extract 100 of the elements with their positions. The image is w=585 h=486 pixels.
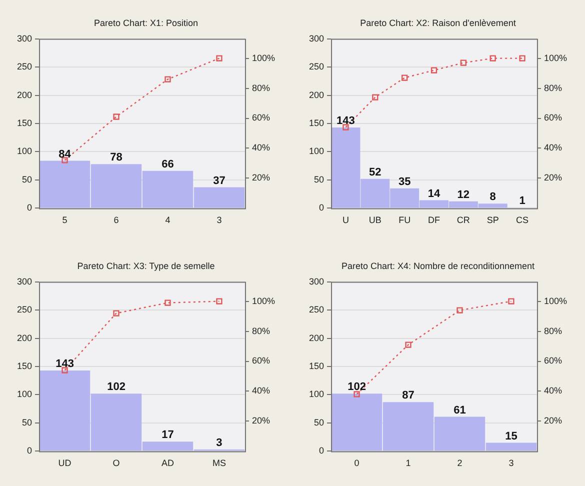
data-label: 8 (490, 191, 496, 204)
y-tick-label: 0 (319, 446, 324, 456)
point (113, 310, 120, 316)
y2-tick-label: 40% (252, 142, 270, 153)
y2-tick-label: 80% (544, 82, 562, 93)
y2-tick-label: 60% (252, 112, 270, 123)
y-tick-label: 100 (308, 389, 324, 400)
y-tick-label: 50 (314, 417, 324, 428)
point (430, 67, 438, 74)
x-tick-label: SP (486, 215, 499, 226)
x-tick-label: 5 (62, 215, 68, 226)
data-label: 17 (162, 429, 174, 442)
data-label: 87 (402, 390, 414, 402)
data-label: 14 (428, 188, 441, 200)
y-tick-label: 100 (308, 146, 324, 156)
x-tick-label: DF (428, 215, 440, 226)
point (216, 298, 222, 304)
point (164, 300, 171, 306)
y2-tick-label: 40% (252, 386, 270, 396)
point (460, 60, 466, 66)
point (113, 114, 120, 120)
y-tick-label: 250 (308, 62, 324, 72)
x-tick-label: 6 (114, 215, 119, 226)
y2-tick-label: 100% (544, 52, 568, 63)
data-label: 84 (58, 148, 72, 160)
data-label: 52 (369, 166, 382, 178)
x-tick-label: 3 (508, 458, 514, 468)
y-tick-label: 200 (16, 90, 32, 100)
y-tick-label: 150 (16, 118, 32, 128)
data-label: 143 (56, 358, 74, 370)
point (164, 76, 171, 82)
chart-title: Pareto Chart: X2: Raison d'enlèvement (360, 18, 516, 28)
chart-title: Pareto Chart: X3: Type de semelle (77, 260, 215, 271)
y-tick-label: 0 (319, 202, 324, 213)
data-label: 37 (213, 174, 226, 187)
data-label: 102 (107, 381, 126, 394)
y-tick-label: 50 (22, 417, 32, 428)
chart-title: Pareto Chart: X4: Nombre de reconditionnement (341, 260, 536, 271)
x-tick-label: 4 (165, 215, 170, 226)
x-tick-label: 1 (406, 458, 411, 468)
x-tick-label: UD (58, 458, 72, 468)
data-label: 35 (398, 176, 411, 188)
y-tick-label: 200 (308, 332, 324, 343)
point (342, 124, 349, 130)
y-tick-label: 100 (16, 146, 32, 156)
point (402, 74, 408, 81)
point (519, 55, 526, 62)
x-tick-label: CR (456, 215, 470, 226)
y2-tick-label: 60% (544, 112, 562, 123)
y2-tick-label: 80% (544, 326, 562, 336)
y-tick-label: 150 (16, 360, 32, 371)
y2-tick-label: 100% (252, 296, 276, 306)
point (372, 94, 378, 100)
x-tick-label: FU (398, 215, 411, 226)
data-label: 1 (519, 195, 526, 208)
point (405, 342, 412, 348)
data-label: 12 (457, 188, 470, 201)
y2-tick-label: 20% (252, 172, 270, 183)
x-tick-label: U (342, 215, 349, 226)
point (490, 55, 496, 62)
data-label: 102 (348, 381, 366, 394)
x-tick-label: CS (516, 215, 529, 226)
y2-tick-label: 20% (544, 172, 562, 183)
y2-tick-label: 40% (544, 142, 562, 153)
point (508, 298, 514, 304)
data-label: 3 (216, 437, 222, 450)
data-label: 61 (454, 404, 466, 416)
point (456, 307, 463, 314)
y2-tick-label: 100% (252, 52, 276, 63)
y-tick-label: 300 (308, 276, 324, 286)
data-label: 78 (110, 152, 122, 164)
x-tick-label: 0 (354, 458, 360, 468)
y-tick-label: 0 (27, 202, 32, 213)
y2-tick-label: 40% (544, 386, 562, 396)
y-tick-label: 300 (16, 276, 32, 286)
y-tick-label: 250 (16, 62, 32, 72)
x-tick-label: MS (212, 458, 226, 468)
chart-title: Pareto Chart: X1: Position (94, 18, 198, 28)
y-tick-label: 150 (308, 118, 324, 128)
data-label: 143 (336, 114, 355, 127)
point (62, 367, 68, 374)
point (216, 55, 222, 62)
y2-tick-label: 100% (544, 296, 568, 306)
y-tick-label: 250 (16, 304, 32, 315)
y-tick-label: 250 (308, 304, 324, 315)
y-tick-label: 50 (314, 174, 324, 184)
point (354, 391, 360, 398)
y-tick-label: 100 (16, 389, 32, 400)
y-tick-label: 0 (27, 446, 32, 456)
y2-tick-label: 60% (544, 356, 562, 366)
y-tick-label: 150 (308, 360, 324, 371)
data-label: 66 (162, 158, 174, 170)
y-tick-label: 300 (16, 33, 32, 44)
x-tick-label: UB (368, 215, 382, 226)
x-tick-label: O (112, 458, 120, 468)
y2-tick-label: 80% (252, 82, 270, 93)
y2-tick-label: 80% (252, 326, 270, 336)
y-tick-label: 50 (22, 174, 32, 184)
y2-tick-label: 20% (252, 416, 270, 426)
x-tick-label: 2 (457, 458, 462, 468)
